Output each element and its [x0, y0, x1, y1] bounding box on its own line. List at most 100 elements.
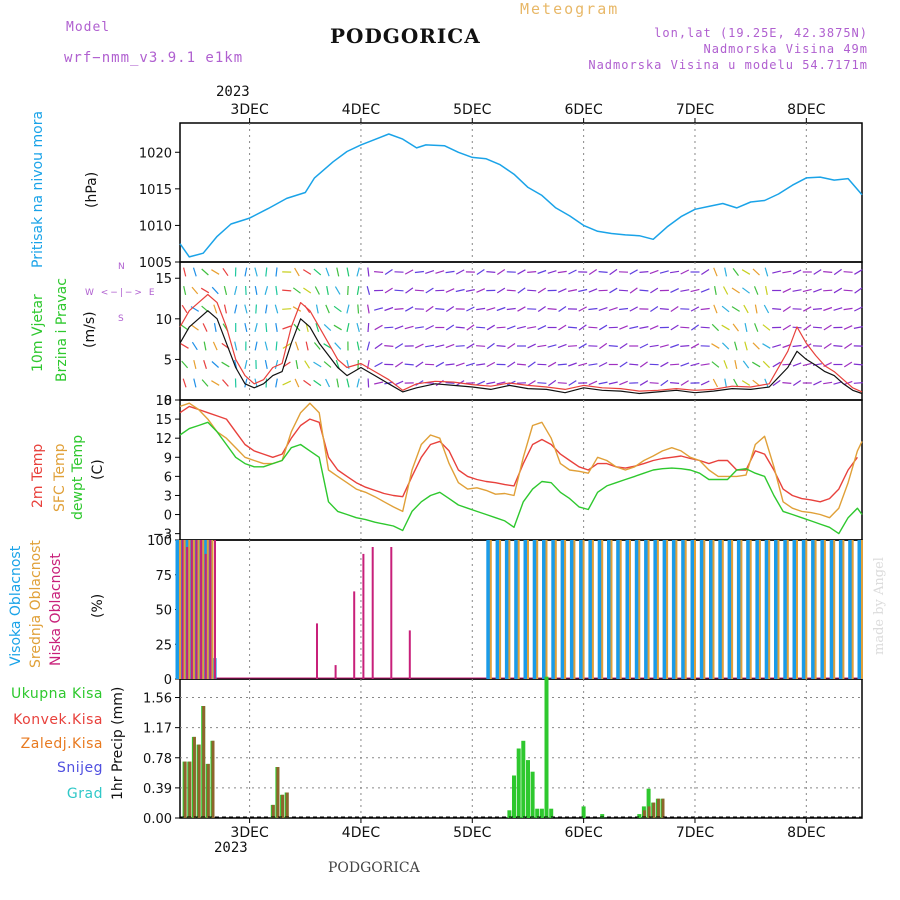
wind-barb: [244, 322, 248, 333]
wind-barb: [537, 287, 547, 294]
day-label-bottom-0: 3DEC: [230, 825, 269, 841]
wind-barb: [465, 362, 475, 367]
cloud-bar-1-81: [861, 540, 863, 679]
cloud-ytick-label-0: 0: [164, 673, 172, 688]
precip-total-bar-34: [646, 788, 651, 818]
wind-barb: [192, 267, 197, 277]
wind-barb: [466, 306, 475, 312]
cloud-bar-2-1: [186, 547, 189, 679]
cloud-bar-0-77: [820, 540, 825, 679]
wind-barb: [182, 378, 187, 388]
cloud-bar-0-45: [523, 540, 528, 679]
wind-barb: [193, 359, 197, 370]
wind-barb: [843, 289, 853, 292]
cloud-bar-1-56: [629, 540, 631, 679]
wind-barb: [527, 326, 537, 329]
wind-ytick-label-0: 0: [164, 394, 172, 409]
wind-barb: [367, 267, 370, 277]
wind-barb: [527, 271, 537, 273]
wind-barb: [486, 342, 495, 350]
wind-barb: [222, 267, 229, 277]
wind-barb: [752, 379, 761, 387]
wind-barb: [714, 285, 717, 296]
precip-conv-bar-4: [202, 706, 206, 818]
precip-conv-bar-5: [206, 763, 210, 818]
wind-ytick-label-1: 5: [164, 353, 172, 368]
wind-barb: [333, 324, 342, 331]
wind-barb: [732, 268, 739, 276]
wind-barb: [557, 382, 567, 384]
precip-total-bar-18: [512, 775, 516, 818]
wind-barb: [763, 304, 770, 314]
wind-barb: [608, 381, 618, 385]
wind-barb: [455, 326, 465, 329]
wind-barb: [547, 344, 557, 348]
wind-barb: [823, 289, 833, 292]
precip-total-bar-29: [581, 806, 586, 818]
wind-barb: [486, 271, 496, 273]
cloud-ytick-label-4: 100: [147, 534, 172, 549]
temp-ytick-label-6: 15: [155, 413, 172, 428]
wind-barb: [802, 288, 812, 293]
wind-panel-frame: [179, 261, 863, 401]
wind-barb: [282, 380, 292, 386]
day-label-bottom-3: 6DEC: [564, 825, 603, 841]
footer-title: PODGORICA: [328, 860, 420, 876]
wind-barb: [744, 341, 748, 351]
precip-ytick-label-2: 0.78: [143, 752, 172, 767]
temp-series-line-2: [179, 421, 863, 535]
wind-barb: [619, 307, 629, 311]
pressure-ytick-label-2: 1015: [139, 183, 172, 198]
wind-barb: [313, 361, 322, 368]
wind-barb: [823, 324, 832, 331]
cloud-bar-1-64: [703, 540, 706, 679]
cloud-bar-0-67: [727, 540, 732, 679]
cloud-bar-2-7: [214, 540, 216, 679]
wind-barb: [404, 269, 414, 275]
cloud-bar-0-71: [764, 540, 769, 679]
wind-barb: [608, 307, 618, 311]
wind-barb: [181, 360, 189, 369]
wind-barb: [346, 267, 350, 277]
wind-barb: [813, 380, 822, 386]
wind-barb: [506, 289, 516, 292]
wind-barb: [700, 326, 710, 329]
precip-ytick-label-1: 0.39: [143, 782, 172, 797]
cloud-bar-1-7: [211, 540, 214, 679]
wind-barb: [476, 288, 486, 293]
wind-barb: [245, 285, 247, 296]
wind-barb: [466, 324, 475, 331]
wind-barb: [334, 286, 341, 295]
wind-barb: [609, 268, 618, 276]
cloud-bar-0-51: [579, 540, 584, 679]
wind-barb: [476, 326, 486, 329]
wind-barb: [772, 344, 782, 348]
wind-barb: [274, 359, 279, 370]
wind-barb: [445, 324, 455, 331]
wind-barb: [803, 324, 812, 331]
precip-total-bar-22: [530, 771, 535, 818]
wind-barb: [680, 326, 690, 329]
cloud-bar-0-79: [838, 540, 843, 679]
cloud-bar-0-81: [857, 540, 862, 679]
cloud-bar-1-1: [183, 540, 186, 679]
wind-barb: [537, 382, 547, 384]
wind-barb: [823, 343, 832, 349]
cloud-bar-1-4: [197, 540, 200, 679]
cloud-bar-1-65: [712, 540, 715, 679]
cloud-bar-2-27: [362, 553, 365, 679]
cloud-bar-0-66: [718, 540, 723, 679]
wind-barb: [843, 271, 853, 273]
wind-barb: [394, 361, 404, 368]
wind-barb: [578, 343, 587, 349]
wind-barb: [527, 343, 536, 349]
precip-ytick-label-4: 1.56: [143, 692, 172, 707]
wind-barb: [234, 285, 238, 296]
cloud-bar-2-28: [371, 547, 374, 679]
cloud-bar-0-80: [848, 540, 853, 679]
precip-conv-bar-8: [271, 804, 275, 818]
wind-barb: [435, 361, 445, 368]
wind-barb: [670, 306, 679, 312]
cloud-bar-0-44: [514, 540, 519, 679]
wind-barb: [598, 271, 608, 273]
